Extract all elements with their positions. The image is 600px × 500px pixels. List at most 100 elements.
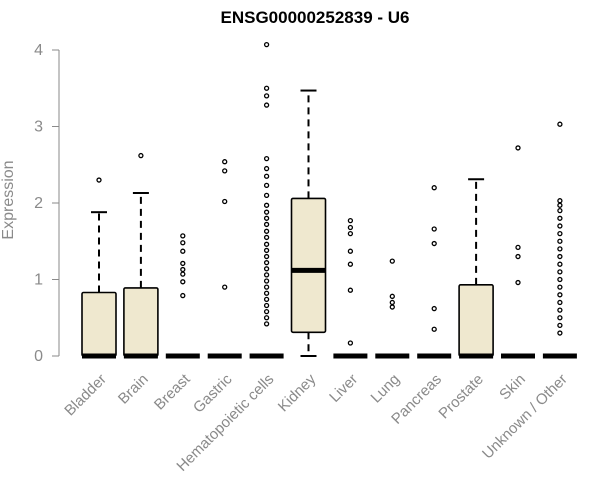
box-group <box>417 185 452 359</box>
outlier-point <box>557 230 563 237</box>
outlier-point <box>263 302 270 309</box>
outlier-point <box>389 258 395 264</box>
box-body <box>81 291 117 357</box>
y-tick-label: 0 <box>34 348 43 365</box>
box-group <box>123 152 159 359</box>
box-group <box>165 233 200 359</box>
box-group <box>249 41 284 359</box>
outlier-point <box>557 315 563 321</box>
outlier-point <box>515 253 521 260</box>
outlier-point <box>263 266 270 272</box>
box-body <box>290 197 327 334</box>
box-group <box>542 121 577 359</box>
outlier-point <box>557 284 563 290</box>
outlier-point <box>557 322 563 329</box>
outlier-point <box>138 152 144 159</box>
y-tick-label: 3 <box>34 119 43 136</box>
outlier-point <box>263 290 270 296</box>
outlier-point <box>263 272 270 278</box>
outlier-point <box>557 215 563 221</box>
outlier-point <box>515 145 521 151</box>
outlier-point <box>557 276 563 283</box>
y-tick-label: 2 <box>34 195 43 212</box>
outlier-point <box>431 185 437 191</box>
outlier-point <box>263 173 270 179</box>
y-tick-label: 4 <box>34 42 43 59</box>
x-category-label: Brain <box>115 371 152 408</box>
outlier-point <box>180 260 186 267</box>
outlier-point <box>263 221 270 228</box>
outlier-point <box>263 182 270 189</box>
box-body <box>458 284 494 357</box>
outlier-point <box>263 155 270 162</box>
box-body <box>123 287 159 357</box>
outlier-point <box>557 292 563 298</box>
outlier-point <box>389 293 395 299</box>
outlier-point <box>431 226 437 232</box>
outlier-point <box>347 261 354 267</box>
outlier-point <box>557 121 563 127</box>
outlier-point <box>389 304 395 310</box>
outlier-point <box>96 177 102 183</box>
outlier-point <box>263 308 270 315</box>
outlier-point <box>347 230 354 237</box>
outlier-point <box>557 253 563 260</box>
outlier-point <box>222 159 228 165</box>
outlier-point <box>180 292 186 299</box>
outlier-point <box>557 299 563 306</box>
outlier-point <box>222 198 228 205</box>
y-axis: 0 1 2 3 4 <box>34 42 60 365</box>
box-group <box>375 258 410 359</box>
chart-title: ENSG00000252839 - U6 <box>220 8 409 27</box>
x-category-label: Bladder <box>61 371 110 420</box>
outlier-point <box>263 209 270 215</box>
outlier-point <box>515 244 521 251</box>
outlier-point <box>263 247 270 254</box>
outlier-point <box>180 271 186 277</box>
outlier-point <box>263 234 270 241</box>
outlier-point <box>263 260 270 266</box>
outlier-point <box>263 85 270 91</box>
outlier-point <box>180 233 186 239</box>
outlier-point <box>431 240 437 247</box>
x-category-label: Liver <box>326 371 361 406</box>
outlier-point <box>557 202 563 208</box>
outlier-point <box>515 279 521 286</box>
outlier-point <box>557 307 563 313</box>
outlier-point <box>263 253 270 260</box>
outlier-point <box>263 321 270 327</box>
y-tick-label: 1 <box>34 272 43 289</box>
outlier-point <box>347 340 354 346</box>
x-category-label: Skin <box>496 371 529 404</box>
outlier-point <box>263 192 270 199</box>
outlier-point <box>180 266 186 273</box>
outlier-point <box>263 215 270 221</box>
outlier-point <box>347 248 354 254</box>
outlier-point <box>557 198 563 204</box>
outlier-point <box>180 248 186 254</box>
outlier-point <box>263 284 270 290</box>
x-category-label: Breast <box>151 370 194 413</box>
outlier-point <box>263 241 270 247</box>
outlier-point <box>222 284 228 290</box>
outlier-point <box>557 330 563 336</box>
box-group <box>458 178 494 359</box>
box-group <box>333 217 368 359</box>
outlier-point <box>263 228 270 234</box>
outlier-point <box>263 93 270 99</box>
outlier-point <box>263 202 270 208</box>
outlier-point <box>263 296 270 303</box>
x-category-label: Prostate <box>435 371 487 423</box>
outlier-point <box>431 305 437 312</box>
box-group <box>207 159 242 359</box>
outlier-point <box>263 278 270 284</box>
box-group <box>501 145 535 359</box>
outlier-point <box>557 207 563 214</box>
outlier-point <box>347 287 354 293</box>
outlier-point <box>557 261 563 267</box>
y-axis-label: Expression <box>0 160 17 239</box>
outlier-point <box>263 315 270 321</box>
outlier-point <box>263 41 270 48</box>
